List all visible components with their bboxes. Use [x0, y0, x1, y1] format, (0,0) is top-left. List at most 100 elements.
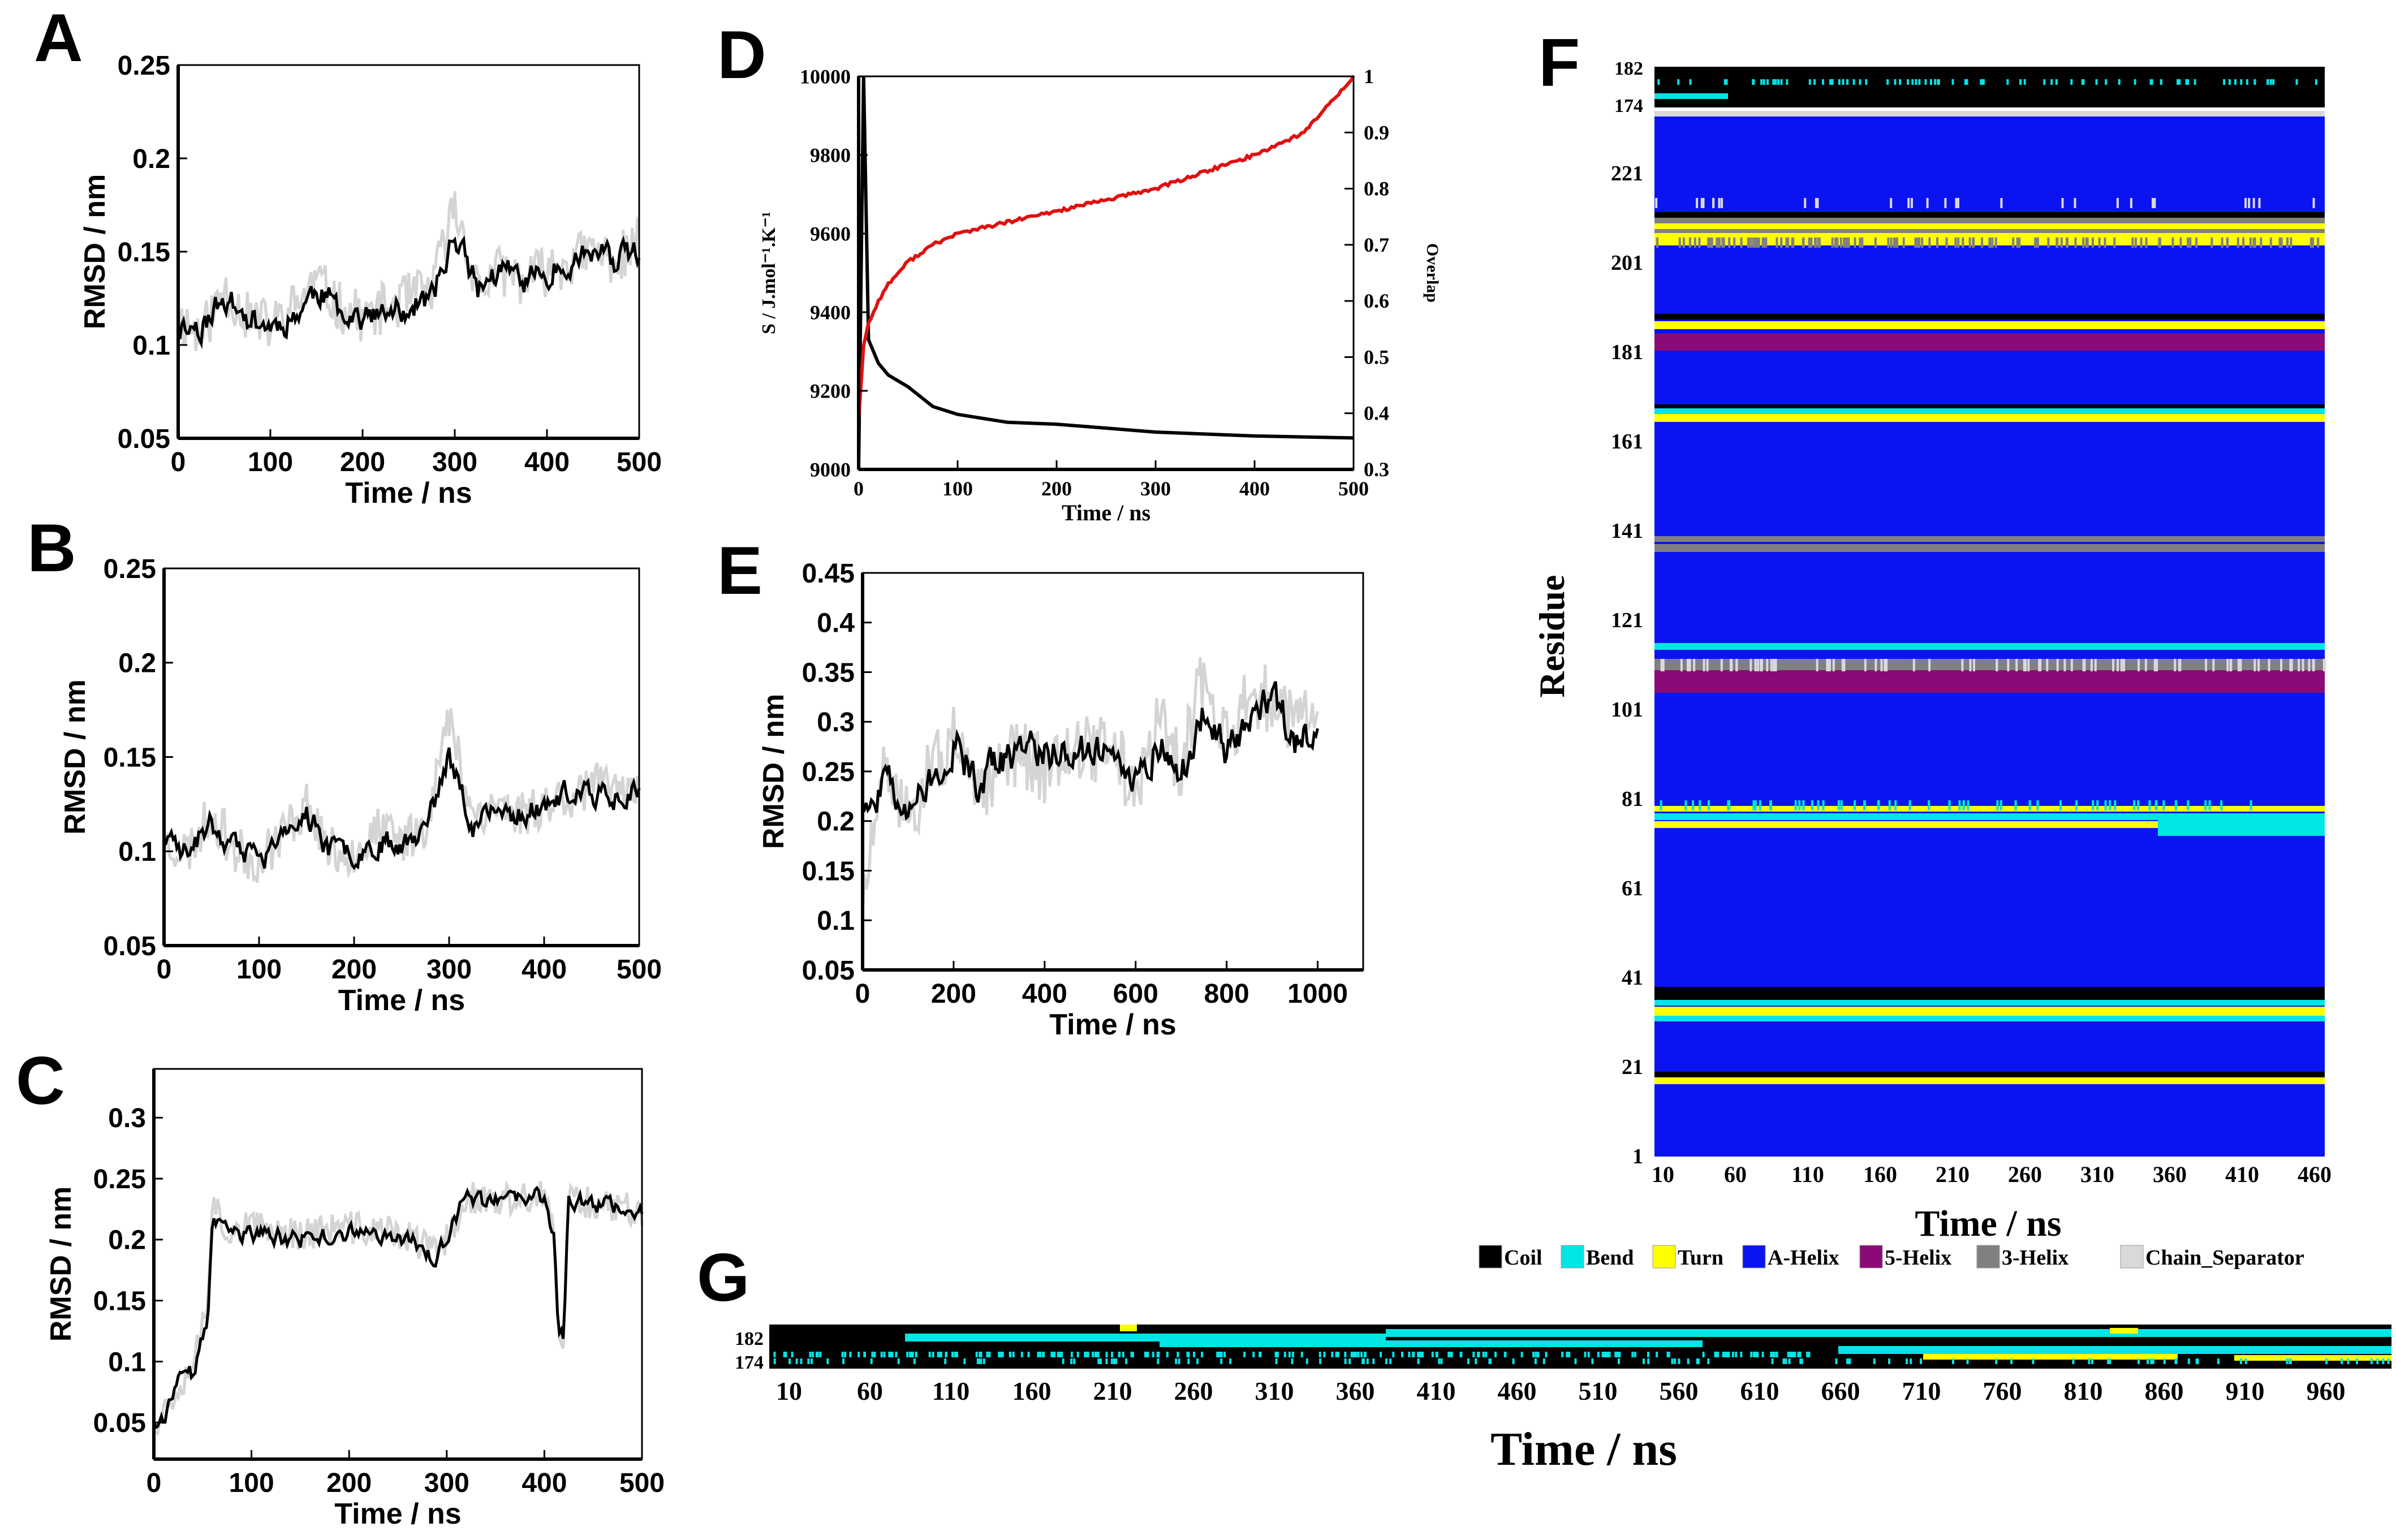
ss-g-bend-speck — [913, 1358, 916, 1364]
ss-3helix-speck — [2195, 238, 2198, 248]
ss-3helix-speck — [2092, 238, 2094, 248]
ss-top-bend-speck — [1723, 79, 1726, 85]
ss-top-bend-speck — [1774, 79, 1777, 85]
ss-g-bend-speck — [889, 1352, 892, 1357]
ss-g-bend-speck — [928, 1352, 931, 1357]
ss-top-bend-speck — [1657, 79, 1660, 85]
ss-g-bend-speck — [1223, 1352, 1226, 1357]
ss-g-turn-band — [1923, 1354, 2178, 1360]
ss-g-bend-speck — [1450, 1352, 1453, 1357]
ss-g-bend-speck — [2072, 1358, 2075, 1364]
ss-g-bend-speck — [810, 1358, 813, 1364]
ss-g-bend-speck — [1220, 1352, 1223, 1357]
ss-3helix-speck — [1890, 238, 1893, 248]
ss-3helix-speck — [1761, 238, 1764, 248]
ss-g-bend-speck — [1196, 1358, 1199, 1364]
ss-g-bend-speck — [1532, 1352, 1535, 1357]
ss-bend-speck — [2250, 800, 2252, 810]
ss-g-bend-speck — [785, 1352, 787, 1357]
ss-3helix-speck — [1954, 238, 1957, 248]
ss-g-bend-speck — [1482, 1352, 1485, 1357]
y-axis-label: RMSD / nm — [59, 679, 92, 834]
ss-g-bend-speck — [816, 1352, 819, 1357]
legend-label: 5-Helix — [1885, 1246, 1951, 1270]
y-tick-label: 0.45 — [802, 559, 855, 589]
ss-3helix-speck — [1710, 238, 1713, 248]
ss-g-bend-speck — [1535, 1352, 1537, 1357]
ss-g-bend-speck — [1070, 1358, 1073, 1364]
ss-chain-separator-speck — [2312, 659, 2315, 671]
series-overlap-line — [857, 75, 1355, 420]
ss-top-bend-speck — [1907, 79, 1909, 85]
ss-g-bend-speck — [1696, 1358, 1699, 1364]
x-tick-label: 200 — [931, 979, 976, 1009]
ss-bend-band — [1654, 1000, 2325, 1006]
x-tick-label: 100 — [942, 477, 973, 500]
ss-top-bend-speck — [1780, 79, 1783, 85]
ss-g-bend-speck — [2286, 1358, 2289, 1364]
ss-bend-speck — [2204, 800, 2207, 810]
x-axis-label: Time / ns — [1915, 1203, 2061, 1244]
ss-chain-separator-speck — [1766, 659, 1769, 671]
ss-g-bend-speck — [1344, 1352, 1347, 1357]
chart-f: 182 174 221 201 181 161 141 121 101 81 61 41 21 1 Resi… — [1479, 58, 2332, 1270]
ss-3helix-speck — [2016, 238, 2019, 248]
ss-g-bend-speck — [1243, 1352, 1246, 1357]
ss-g-bend-speck — [1132, 1352, 1134, 1357]
ss-g-bend-speck — [1259, 1352, 1262, 1357]
ss-g-bend-speck — [1335, 1352, 1338, 1357]
ss-g-bend-speck — [1057, 1352, 1059, 1357]
ss-3helix-speck — [2131, 238, 2134, 248]
ss-g-bend-speck — [988, 1352, 991, 1357]
ss-g-bend-speck — [1275, 1358, 1278, 1364]
ss-chain-separator-speck — [2094, 659, 2097, 671]
ss-g-bend-speck — [1175, 1358, 1178, 1364]
ss-bend-speck — [1948, 800, 1951, 810]
ss-bend-speck — [1894, 800, 1897, 810]
ss-bend-speck — [2092, 800, 2095, 810]
ss-top-bend-speck — [1981, 79, 1984, 85]
series-smoothed-line — [163, 747, 641, 870]
ss-g-bend-speck — [2150, 1358, 2153, 1364]
x-tick-label: 110 — [932, 1377, 969, 1405]
ss-chain-separator-speck — [2112, 659, 2115, 671]
legend-label: A-Helix — [1768, 1246, 1839, 1270]
ss-chain-separator-speck — [2174, 659, 2177, 671]
ss-top-bend-speck — [1762, 79, 1765, 85]
ss-g-bend-speck — [1177, 1352, 1179, 1357]
ss-g-bend-speck — [1726, 1352, 1729, 1357]
ss-g-bend-speck — [1052, 1352, 1054, 1357]
ss-top-bend-speck — [1689, 79, 1692, 85]
ss-bend-speck — [1794, 800, 1797, 810]
ss-chain-separator-speck — [2205, 659, 2208, 671]
x-tick-label: 400 — [1022, 979, 1067, 1009]
legend-label: 3-Helix — [2002, 1246, 2069, 1270]
plot-frame — [177, 64, 640, 439]
ss-g-bend-speck — [986, 1352, 989, 1357]
ss-g-bend-speck — [1042, 1352, 1045, 1357]
ss-g-bend-speck — [1687, 1358, 1690, 1364]
ss-chain-separator-speck — [2024, 659, 2027, 671]
ss-bend-speck — [1837, 800, 1840, 810]
ss-g-bend-speck — [1722, 1352, 1725, 1357]
y-tick-label: 0.3 — [817, 708, 855, 737]
ss-bend-speck — [2208, 800, 2211, 810]
panel-label-c: C — [16, 1043, 65, 1119]
ss-g-bend-speck — [1584, 1352, 1587, 1357]
ss-chain-separator-speck — [1816, 198, 1819, 208]
ss-3helix-speck — [1688, 238, 1691, 248]
ss-3helix-speck — [1780, 238, 1783, 248]
ss-top-bend-speck — [2315, 79, 2317, 85]
ss-g-bend-speck — [844, 1352, 847, 1357]
ss-bend-speck — [2075, 800, 2078, 810]
ss-chain-separator-speck — [1693, 659, 1696, 671]
y-tick-label: 174 — [735, 1352, 764, 1373]
y-tick-label: 9000 — [810, 459, 851, 481]
ss-chain-separator-speck — [1660, 659, 1663, 671]
ss-g-bend-speck — [1485, 1352, 1488, 1357]
ss-chain-separator-speck — [1770, 659, 1773, 671]
y-tick-label: 9600 — [810, 223, 851, 245]
ss-chain-separator-speck — [2027, 659, 2030, 671]
ss-bend-speck — [2059, 800, 2062, 810]
ss-g-bend-speck — [888, 1352, 891, 1357]
